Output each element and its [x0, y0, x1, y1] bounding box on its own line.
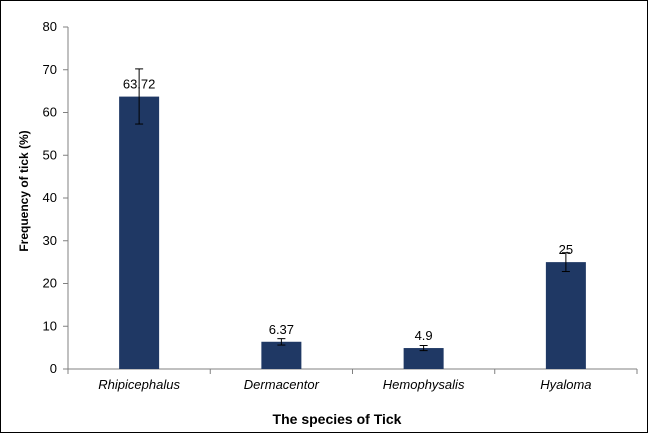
y-tick-label: 50 — [43, 147, 57, 162]
bar — [403, 348, 444, 369]
data-label: 6.37 — [269, 322, 294, 337]
y-tick-label: 80 — [43, 19, 57, 34]
bar — [261, 341, 302, 369]
data-label: 25 — [559, 242, 573, 257]
x-tick-label: Hemophysalis — [383, 377, 465, 392]
x-axis-title: The species of Tick — [273, 411, 402, 427]
y-tick-label: 0 — [50, 361, 57, 376]
x-axis: Rhipicephalus Dermacentor Hemophysalis Hyal… — [67, 368, 638, 392]
y-axis-title: Frequency of tick (%) — [17, 130, 31, 251]
y-tick-label: 70 — [43, 62, 57, 77]
x-tick-label: Dermacentor — [244, 377, 320, 392]
y-tick-label: 30 — [43, 233, 57, 248]
y-axis: 0 10 20 30 40 50 60 70 80 — [43, 19, 69, 376]
bar — [545, 262, 586, 369]
y-tick-label: 10 — [43, 318, 57, 333]
y-tick-label: 20 — [43, 276, 57, 291]
y-tick-label: 60 — [43, 105, 57, 120]
data-labels: 63.72 6.37 4.9 25 — [123, 77, 573, 343]
y-tick-label: 40 — [43, 190, 57, 205]
data-label: 63.72 — [123, 77, 156, 92]
x-tick-label: Rhipicephalus — [98, 377, 180, 392]
bar — [119, 96, 160, 370]
bars — [119, 68, 586, 370]
data-label: 4.9 — [415, 328, 433, 343]
x-tick-label: Hyaloma — [540, 377, 591, 392]
